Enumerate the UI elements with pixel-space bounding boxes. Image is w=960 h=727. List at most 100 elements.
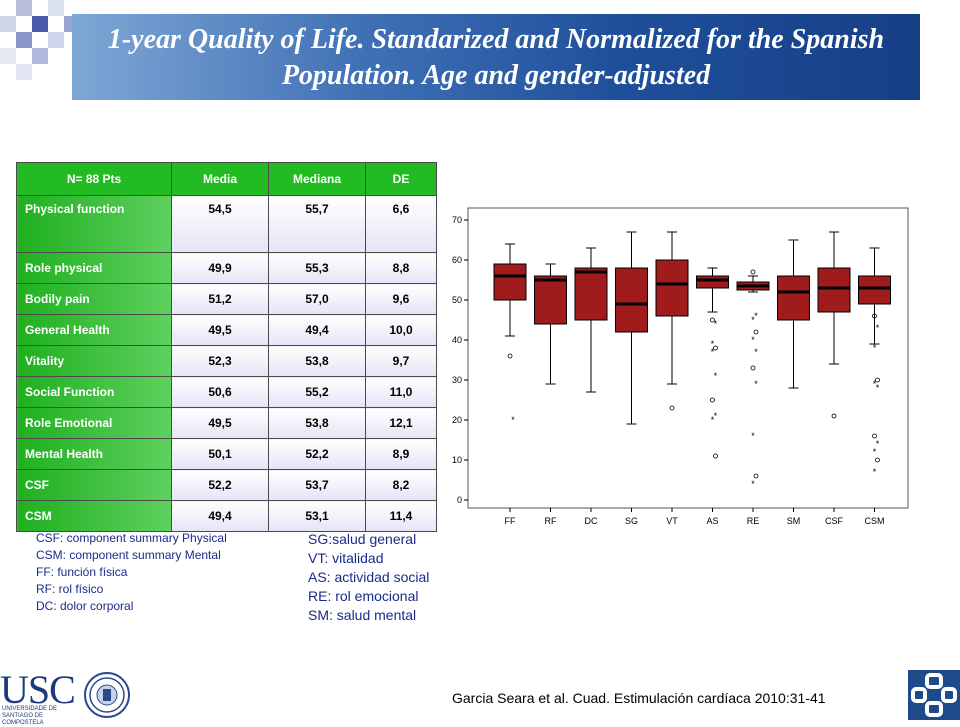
x-tick-label: FF	[505, 516, 516, 526]
outlier-point	[713, 345, 718, 351]
title-banner: 1-year Quality of Life. Standarized and …	[72, 14, 920, 100]
extreme-point: *	[751, 335, 755, 345]
de-cell: 12,1	[365, 407, 437, 439]
extreme-point: *	[876, 383, 880, 393]
citation: Garcia Seara et al. Cuad. Estimulación c…	[452, 690, 826, 706]
box-sm	[777, 275, 810, 321]
outlier-point	[713, 453, 718, 459]
y-tick-label: 50	[452, 295, 462, 305]
box-dc	[574, 267, 608, 321]
column-header: DE	[365, 162, 437, 196]
x-tick-label: CSF	[825, 516, 844, 526]
mediana-cell: 49,4	[268, 314, 366, 346]
row-label: General Health	[16, 314, 172, 346]
box-csf	[817, 267, 851, 313]
y-tick-label: 10	[452, 455, 462, 465]
outlier-point	[872, 313, 877, 319]
outlier-point	[710, 397, 715, 403]
legend-item: VT: vitalidad	[308, 550, 384, 566]
row-label: Vitality	[16, 345, 172, 377]
x-tick-label: RE	[747, 516, 760, 526]
outlier-point	[875, 457, 880, 463]
table-row: Vitality 52,3 53,8 9,7	[16, 345, 437, 377]
outlier-point	[872, 433, 877, 439]
media-cell: 49,9	[171, 252, 269, 284]
x-tick-label: DC	[585, 516, 598, 526]
table-row: CSF 52,2 53,7 8,2	[16, 469, 437, 501]
mediana-cell: 57,0	[268, 283, 366, 315]
row-label: CSF	[16, 469, 172, 501]
media-cell: 52,2	[171, 469, 269, 501]
table-row: CSM 49,4 53,1 11,4	[16, 500, 437, 532]
outlier-point	[753, 473, 759, 479]
usc-wordmark: USC	[0, 667, 76, 712]
legend-item: DC: dolor corporal	[36, 599, 134, 613]
y-tick-label: 0	[457, 495, 462, 505]
de-cell: 9,7	[365, 345, 437, 377]
mediana-cell: 55,2	[268, 376, 366, 408]
legend-item: RF: rol físico	[36, 582, 104, 596]
extreme-point: *	[873, 379, 877, 389]
table-row: Bodily pain 51,2 57,0 9,6	[16, 283, 437, 315]
row-label: Role physical	[16, 252, 172, 284]
media-cell: 50,1	[171, 438, 269, 470]
row-label: Social Function	[16, 376, 172, 408]
extreme-point: *	[754, 311, 758, 321]
outlier-point	[710, 317, 715, 323]
de-cell: 11,4	[365, 500, 437, 532]
y-axis: 0 10 20 30 40 50 60 70	[452, 215, 468, 505]
column-header: Mediana	[268, 162, 366, 196]
media-cell: 49,5	[171, 407, 269, 439]
media-cell: 54,5	[171, 195, 269, 253]
row-label: Physical function	[16, 195, 172, 253]
media-cell: 51,2	[171, 283, 269, 315]
extreme-point: *	[711, 339, 715, 349]
media-cell: 49,4	[171, 500, 269, 532]
extreme-point: *	[751, 315, 755, 325]
abbreviation-legend-right: SG:salud general VT: vitalidad AS: activ…	[308, 530, 429, 625]
de-cell: 8,9	[365, 438, 437, 470]
de-cell: 11,0	[365, 376, 437, 408]
statistics-table: N= 88 Pts Media Mediana DE Physical func…	[16, 162, 437, 532]
media-cell: 49,5	[171, 314, 269, 346]
extreme-point: *	[876, 439, 880, 449]
de-cell: 9,6	[365, 283, 437, 315]
extreme-point: *	[751, 431, 755, 441]
extreme-point: *	[751, 479, 755, 489]
legend-item: SM: salud mental	[308, 607, 417, 623]
extreme-point: *	[754, 379, 758, 389]
x-tick-label: SG	[625, 516, 638, 526]
x-tick-label: RF	[545, 516, 557, 526]
extreme-point: *	[714, 411, 718, 421]
box-csm	[858, 275, 891, 305]
y-tick-label: 40	[452, 335, 462, 345]
page-title: 1-year Quality of Life. Standarized and …	[107, 24, 885, 91]
box-as	[696, 275, 729, 289]
extreme-point: *	[876, 323, 880, 333]
de-cell: 10,0	[365, 314, 437, 346]
row-label: Role Emotional	[16, 407, 172, 439]
outlier-point	[875, 377, 880, 383]
table-row: Physical function 54,5 55,7 6,6	[16, 195, 437, 253]
outlier-point	[753, 329, 759, 335]
table-row: Role Emotional 49,5 53,8 12,1	[16, 407, 437, 439]
extreme-point: *	[711, 415, 715, 425]
extreme-point: *	[873, 343, 877, 353]
table-row: General Health 49,5 49,4 10,0	[16, 314, 437, 346]
x-tick-label: VT	[666, 516, 678, 526]
de-cell: 8,2	[365, 469, 437, 501]
usc-subtitle: UNIVERSIDADE DE SANTIAGO DE COMPOSTELA	[2, 706, 58, 726]
table-header-row: N= 88 Pts Media Mediana DE	[16, 162, 437, 196]
table-row: Social Function 50,6 55,2 11,0	[16, 376, 437, 408]
box-series: ***************** ****	[493, 231, 891, 489]
x-tick-label: AS	[706, 516, 718, 526]
table-row: Mental Health 50,1 52,2 8,9	[16, 438, 437, 470]
media-cell: 50,6	[171, 376, 269, 408]
mediana-cell: 52,2	[268, 438, 366, 470]
de-cell: 6,6	[365, 195, 437, 253]
x-axis: FF RF DC SG VT AS RE SM CSF CSM	[505, 508, 885, 526]
box-rf	[534, 275, 567, 325]
legend-item: AS: actividad social	[308, 569, 430, 585]
table-row: Role physical 49,9 55,3 8,8	[16, 252, 437, 284]
